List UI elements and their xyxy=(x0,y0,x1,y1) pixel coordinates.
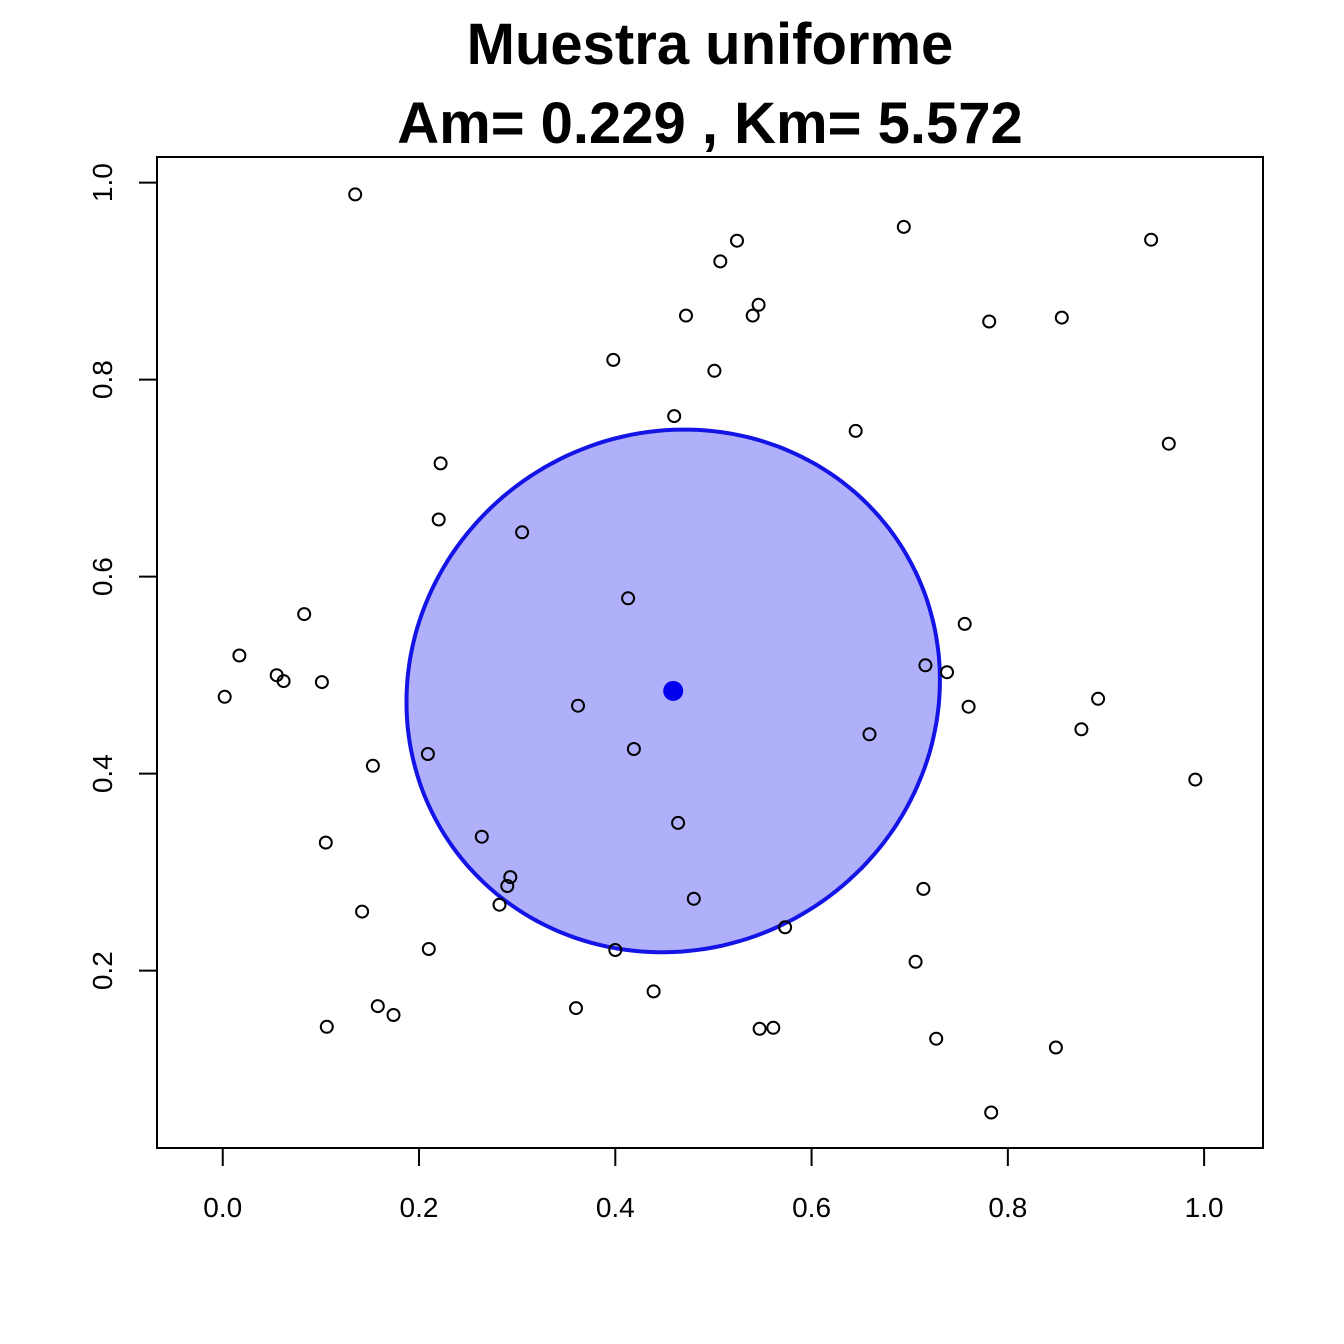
data-point xyxy=(348,187,363,202)
y-axis: 0.2 0.4 0.6 0.8 1.0 xyxy=(87,163,158,990)
data-point xyxy=(984,1105,999,1120)
data-point xyxy=(276,674,291,689)
data-point xyxy=(778,920,793,935)
centroid-layer xyxy=(663,680,684,701)
data-point xyxy=(1161,436,1176,451)
data-point xyxy=(1054,310,1069,325)
data-point xyxy=(571,698,585,713)
data-point xyxy=(751,297,766,312)
x-tick-label: 0.6 xyxy=(792,1192,831,1223)
data-point xyxy=(355,904,370,919)
data-point xyxy=(421,942,436,956)
data-point xyxy=(365,758,380,773)
data-point xyxy=(896,219,911,234)
data-point xyxy=(1074,722,1089,737)
data-point xyxy=(848,423,863,438)
data-point xyxy=(297,607,312,622)
data-point xyxy=(314,675,329,690)
data-point xyxy=(679,308,693,323)
data-point xyxy=(386,1008,401,1022)
data-point xyxy=(492,897,507,912)
data-point xyxy=(940,665,954,680)
y-tick-label: 0.6 xyxy=(87,557,118,596)
centroid-point xyxy=(663,680,684,701)
data-point xyxy=(766,1020,781,1035)
data-point xyxy=(918,658,933,673)
data-point xyxy=(319,1019,334,1034)
data-point xyxy=(420,747,435,761)
data-point xyxy=(626,742,641,756)
x-tick-label: 0.2 xyxy=(400,1192,439,1223)
data-point xyxy=(862,727,877,742)
chart-title: Muestra uniforme xyxy=(467,12,954,77)
data-point xyxy=(916,881,931,896)
data-point xyxy=(957,616,972,631)
data-point xyxy=(752,1021,767,1036)
data-point xyxy=(606,352,621,367)
data-point xyxy=(745,308,760,323)
data-point xyxy=(1144,232,1159,247)
points-layer xyxy=(217,187,1203,1120)
data-point xyxy=(370,999,385,1014)
data-point xyxy=(730,233,744,248)
x-tick-label: 1.0 xyxy=(1185,1192,1224,1223)
data-point xyxy=(1188,772,1203,787)
data-point xyxy=(686,891,701,906)
data-point xyxy=(217,689,232,704)
x-tick-label: 0.0 xyxy=(203,1192,242,1223)
data-point xyxy=(707,363,722,378)
data-point xyxy=(667,409,682,424)
data-point xyxy=(1048,1040,1063,1055)
x-tick-label: 0.8 xyxy=(988,1192,1027,1223)
y-tick-label: 1.0 xyxy=(87,163,118,202)
data-point xyxy=(908,954,923,969)
data-point xyxy=(713,254,728,269)
y-tick-label: 0.2 xyxy=(87,951,118,990)
data-point xyxy=(961,699,976,714)
y-tick-label: 0.4 xyxy=(87,754,118,793)
chart-subtitle: Am= 0.229 , Km= 5.572 xyxy=(397,91,1023,156)
data-point xyxy=(569,1001,583,1016)
data-point xyxy=(232,648,247,663)
data-point xyxy=(431,512,446,527)
data-point xyxy=(500,879,515,893)
data-point xyxy=(515,525,530,540)
data-point xyxy=(1091,691,1106,706)
data-point xyxy=(433,456,448,471)
x-axis: 0.0 0.2 0.4 0.6 0.8 1.0 xyxy=(203,1147,1224,1223)
data-point xyxy=(982,314,997,329)
data-point xyxy=(474,829,489,844)
x-tick-label: 0.4 xyxy=(596,1192,635,1223)
data-point xyxy=(646,984,661,999)
y-tick-label: 0.8 xyxy=(87,360,118,399)
data-point xyxy=(503,870,518,885)
data-point xyxy=(621,591,636,606)
data-point xyxy=(929,1031,944,1046)
data-point xyxy=(318,835,333,850)
data-point xyxy=(608,943,623,957)
data-point xyxy=(671,815,686,830)
